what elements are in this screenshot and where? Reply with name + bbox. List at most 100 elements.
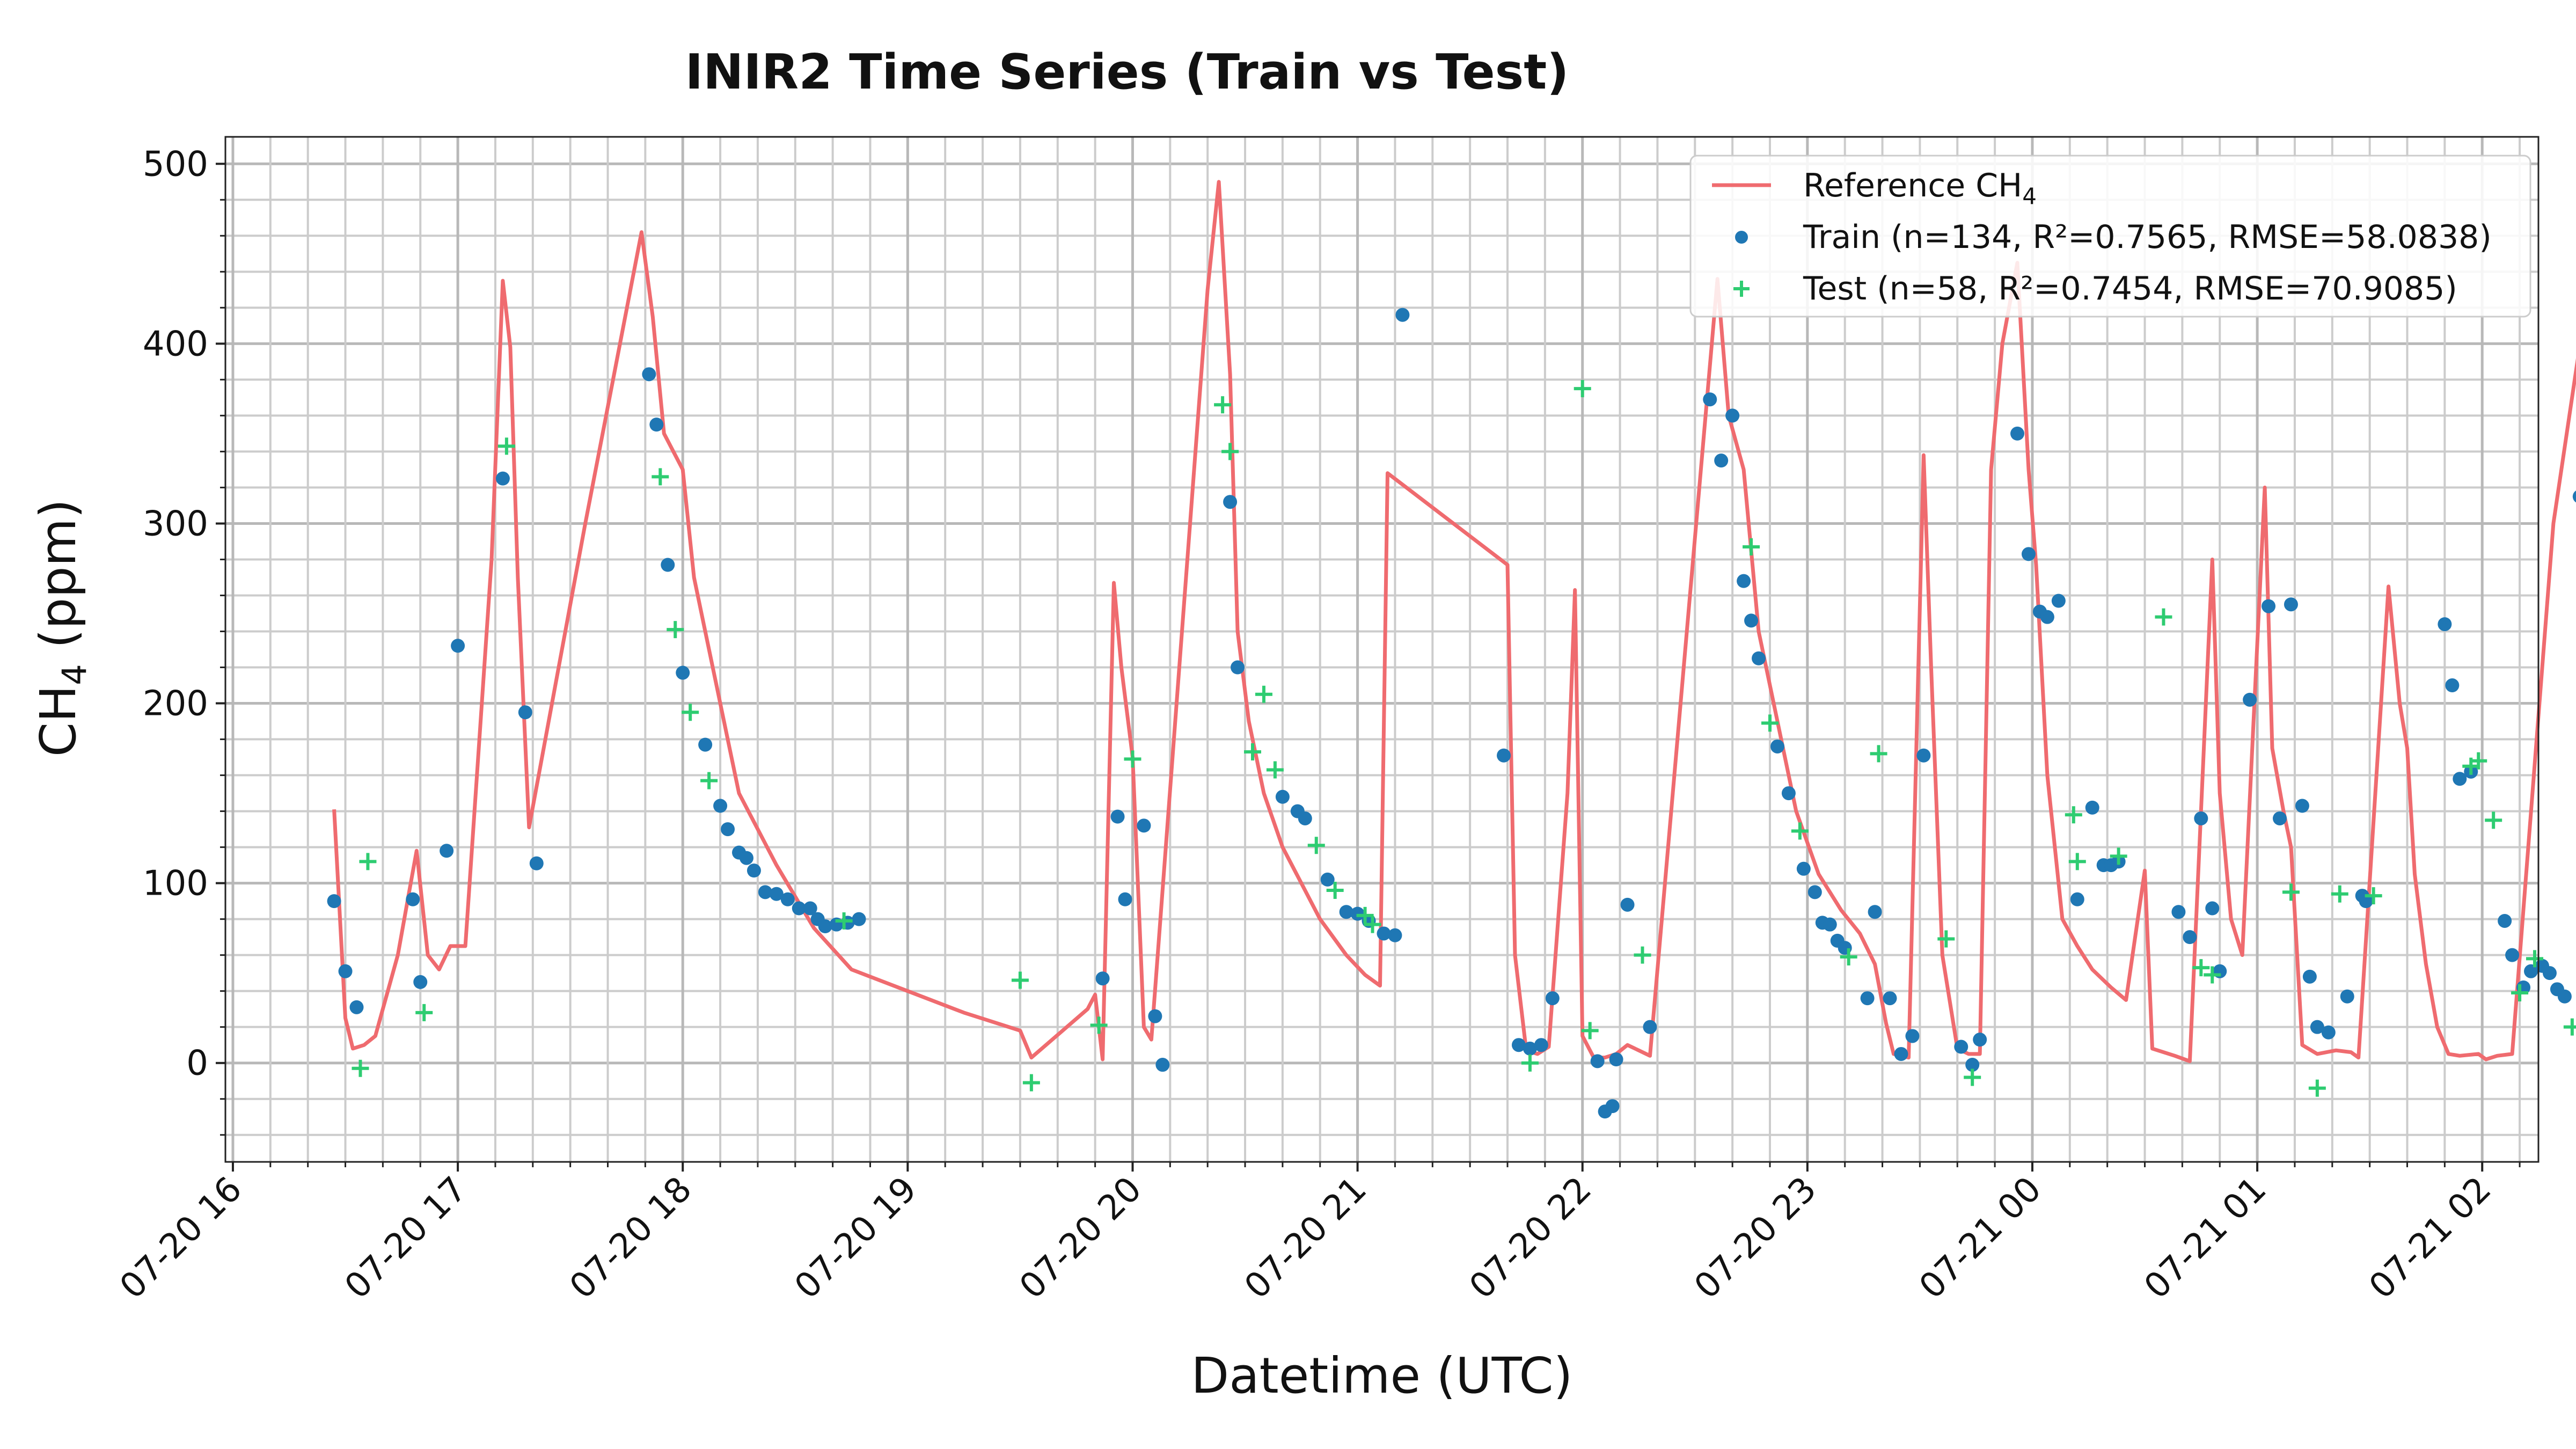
test-point <box>1255 685 1272 703</box>
test-point <box>1214 396 1232 414</box>
test-point <box>667 621 684 639</box>
test-point <box>1761 714 1779 732</box>
train-point <box>2438 617 2452 632</box>
test-point <box>1937 930 1955 948</box>
reference-ch4-line <box>332 180 2576 1063</box>
plot-frame <box>224 136 2540 1163</box>
train-point <box>661 558 675 572</box>
train-point <box>2445 678 2460 693</box>
test-points-group <box>352 380 2576 1097</box>
train-point <box>2505 948 2520 962</box>
test-point <box>1791 822 1809 840</box>
y-tick-label: 100 <box>143 864 208 904</box>
train-point <box>1725 408 1740 423</box>
train-point <box>676 665 690 680</box>
train-point <box>2243 692 2257 707</box>
train-point <box>758 885 772 899</box>
train-point <box>2183 930 2197 945</box>
test-point <box>2331 885 2348 903</box>
train-point <box>1609 1052 1623 1066</box>
train-point <box>2572 491 2576 503</box>
test-point <box>2155 608 2172 626</box>
y-axis-label-main: CH <box>30 685 87 757</box>
y-tick-label: 0 <box>186 1044 208 1084</box>
test-point <box>652 468 669 486</box>
train-point <box>1339 905 1353 919</box>
test-point <box>2365 887 2382 905</box>
train-point <box>739 851 753 865</box>
test-point <box>1364 916 1381 933</box>
legend-test-label: Test (n=58, R²=0.7454, RMSE=70.9085) <box>1803 270 2457 308</box>
train-point <box>451 639 465 653</box>
train-point <box>1511 1038 1526 1052</box>
train-point <box>1497 748 1511 763</box>
train-point <box>642 367 656 382</box>
train-point <box>1620 897 1635 912</box>
train-point <box>792 901 806 916</box>
train-point <box>1737 574 1751 588</box>
train-point <box>1860 991 1875 1006</box>
train-point <box>2359 894 2373 909</box>
train-point <box>518 705 532 720</box>
train-point <box>1298 811 1312 825</box>
train-point <box>713 799 728 813</box>
y-tick-label: 200 <box>143 684 208 724</box>
train-point <box>2205 901 2220 916</box>
train-point <box>529 856 544 870</box>
train-point <box>780 892 795 906</box>
test-point <box>1870 745 1887 763</box>
train-point <box>1605 1099 1620 1114</box>
train-point <box>1534 1038 1548 1052</box>
test-point <box>700 772 718 789</box>
y-axis-label-tail: (ppm) <box>30 499 87 664</box>
train-point <box>1377 926 1391 941</box>
train-point <box>1231 660 1245 675</box>
train-point <box>1781 786 1796 801</box>
train-point <box>1223 495 1238 509</box>
test-point <box>2068 853 2086 870</box>
test-point <box>2526 950 2544 968</box>
test-point <box>835 912 853 930</box>
y-axis-label: CH4 (ppm) <box>30 499 94 757</box>
train-point <box>1796 861 1811 876</box>
train-point <box>1643 1020 1657 1034</box>
y-tick-label: 300 <box>143 504 208 544</box>
test-point <box>1090 1016 1108 1034</box>
train-point <box>1118 892 1132 906</box>
train-point <box>2070 892 2084 906</box>
train-point <box>1545 991 1560 1006</box>
train-point <box>2302 969 2317 984</box>
train-point <box>852 912 866 926</box>
y-axis: 0 100 200 300 400 500 <box>143 144 225 1136</box>
test-point <box>1521 1054 1539 1072</box>
train-point <box>721 822 735 837</box>
test-point <box>2065 806 2082 824</box>
test-point <box>1356 906 1374 924</box>
train-point <box>2340 989 2354 1004</box>
train-point <box>2557 989 2572 1004</box>
train-point <box>1894 1046 1908 1061</box>
legend-reference-label-main: Reference CH <box>1803 167 2022 204</box>
test-point <box>1221 443 1239 460</box>
train-point <box>349 1000 364 1014</box>
train-point <box>2310 1020 2324 1034</box>
train-point <box>803 901 817 916</box>
y-tick-label: 400 <box>143 324 208 364</box>
train-point <box>649 418 664 432</box>
train-point <box>2273 811 2287 825</box>
train-point <box>1703 392 1717 407</box>
test-point <box>2282 883 2300 901</box>
test-point <box>1022 1074 1040 1092</box>
test-point <box>1634 946 1651 964</box>
train-point <box>2321 1025 2336 1040</box>
train-point <box>747 863 761 878</box>
test-point <box>1124 750 1141 768</box>
train-point <box>1590 1054 1605 1069</box>
train-point <box>2085 800 2099 815</box>
train-point <box>1523 1041 1537 1056</box>
train-point <box>1095 971 1110 986</box>
train-point <box>2040 610 2054 624</box>
train-point <box>1965 1058 1980 1072</box>
train-point <box>1752 651 1766 665</box>
y-tick-label: 500 <box>143 144 208 184</box>
